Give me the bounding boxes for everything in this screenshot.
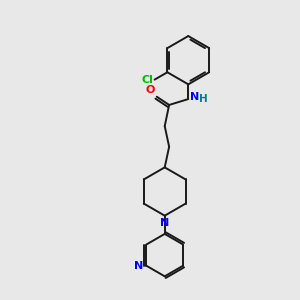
Text: Cl: Cl xyxy=(141,75,153,85)
Text: O: O xyxy=(146,85,155,95)
Text: N: N xyxy=(190,92,199,102)
Text: H: H xyxy=(199,94,207,104)
Text: N: N xyxy=(160,218,169,228)
Text: N: N xyxy=(134,261,143,271)
